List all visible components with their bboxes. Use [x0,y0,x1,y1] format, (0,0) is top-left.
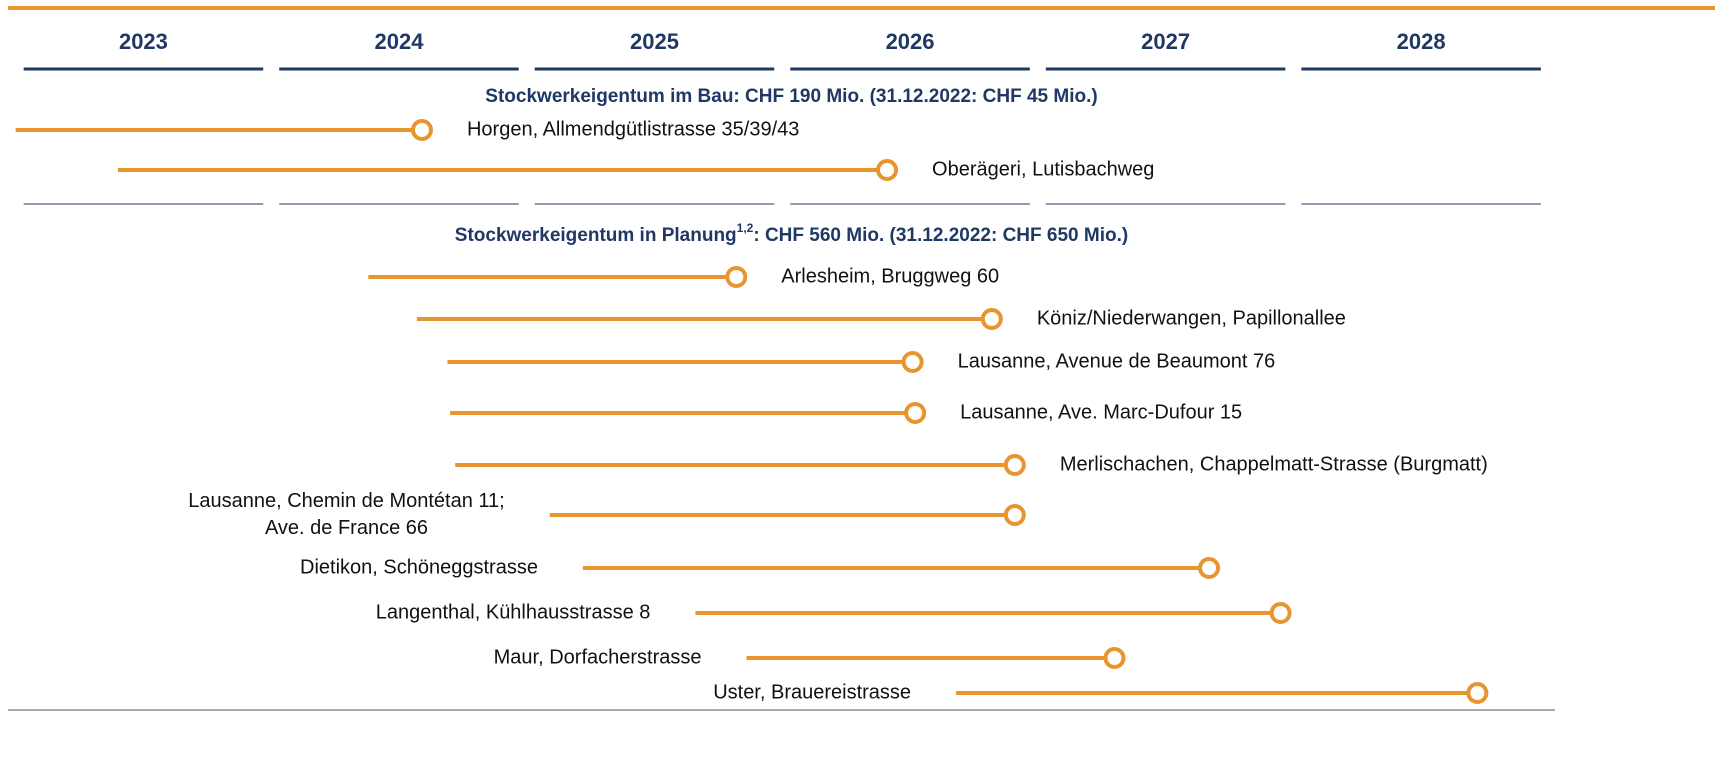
end-marker [1003,504,1026,526]
section-title-rest: : CHF 560 Mio. (31.12.2022: CHF 650 Mio.… [753,225,1128,246]
end-marker [876,159,899,181]
project-label: Uster, Brauereistrasse [713,681,911,703]
section-title: Stockwerkeigentum im Bau: CHF 190 Mio. (… [485,86,1097,107]
end-marker [1103,647,1126,669]
project-label: Lausanne, Chemin de Montétan 11; [188,490,505,512]
year-label: 2027 [1141,29,1190,54]
end-marker [1003,454,1026,476]
project-label: Ave. de France 66 [265,517,428,539]
year-label: 2028 [1397,29,1446,54]
section-title-sup: 1,2 [737,221,754,235]
project-label: Lausanne, Ave. Marc-Dufour 15 [960,401,1242,423]
end-marker [904,402,927,424]
project-label: Langenthal, Kühlhausstrasse 8 [376,601,651,623]
project-label: Lausanne, Avenue de Beaumont 76 [958,350,1276,372]
project-label: Oberägeri, Lutisbachweg [932,158,1154,180]
end-marker [1466,682,1489,704]
project-label: Arlesheim, Bruggweg 60 [781,265,999,287]
project-label: Dietikon, Schöneggstrasse [300,556,538,578]
project-label: Maur, Dorfacherstrasse [494,646,702,668]
end-marker [410,119,433,141]
end-marker [725,266,748,288]
section-title: Stockwerkeigentum in Planung1,2: CHF 560… [455,221,1128,246]
year-label: 2023 [119,29,168,54]
year-label: 2025 [630,29,679,54]
end-marker [1198,557,1221,579]
end-marker [901,351,924,373]
end-marker [1269,602,1292,624]
section-title-text: Stockwerkeigentum im Bau: CHF 190 Mio. (… [485,86,1097,107]
year-label: 2024 [374,29,424,54]
section-title-text: Stockwerkeigentum in Planung [455,225,737,246]
project-label: Merlischachen, Chappelmatt-Strasse (Burg… [1060,453,1488,475]
project-label: Horgen, Allmendgütlistrasse 35/39/43 [467,118,799,140]
year-label: 2026 [886,29,935,54]
end-marker [980,308,1003,330]
project-label: Köniz/Niederwangen, Papillonallee [1037,307,1346,329]
